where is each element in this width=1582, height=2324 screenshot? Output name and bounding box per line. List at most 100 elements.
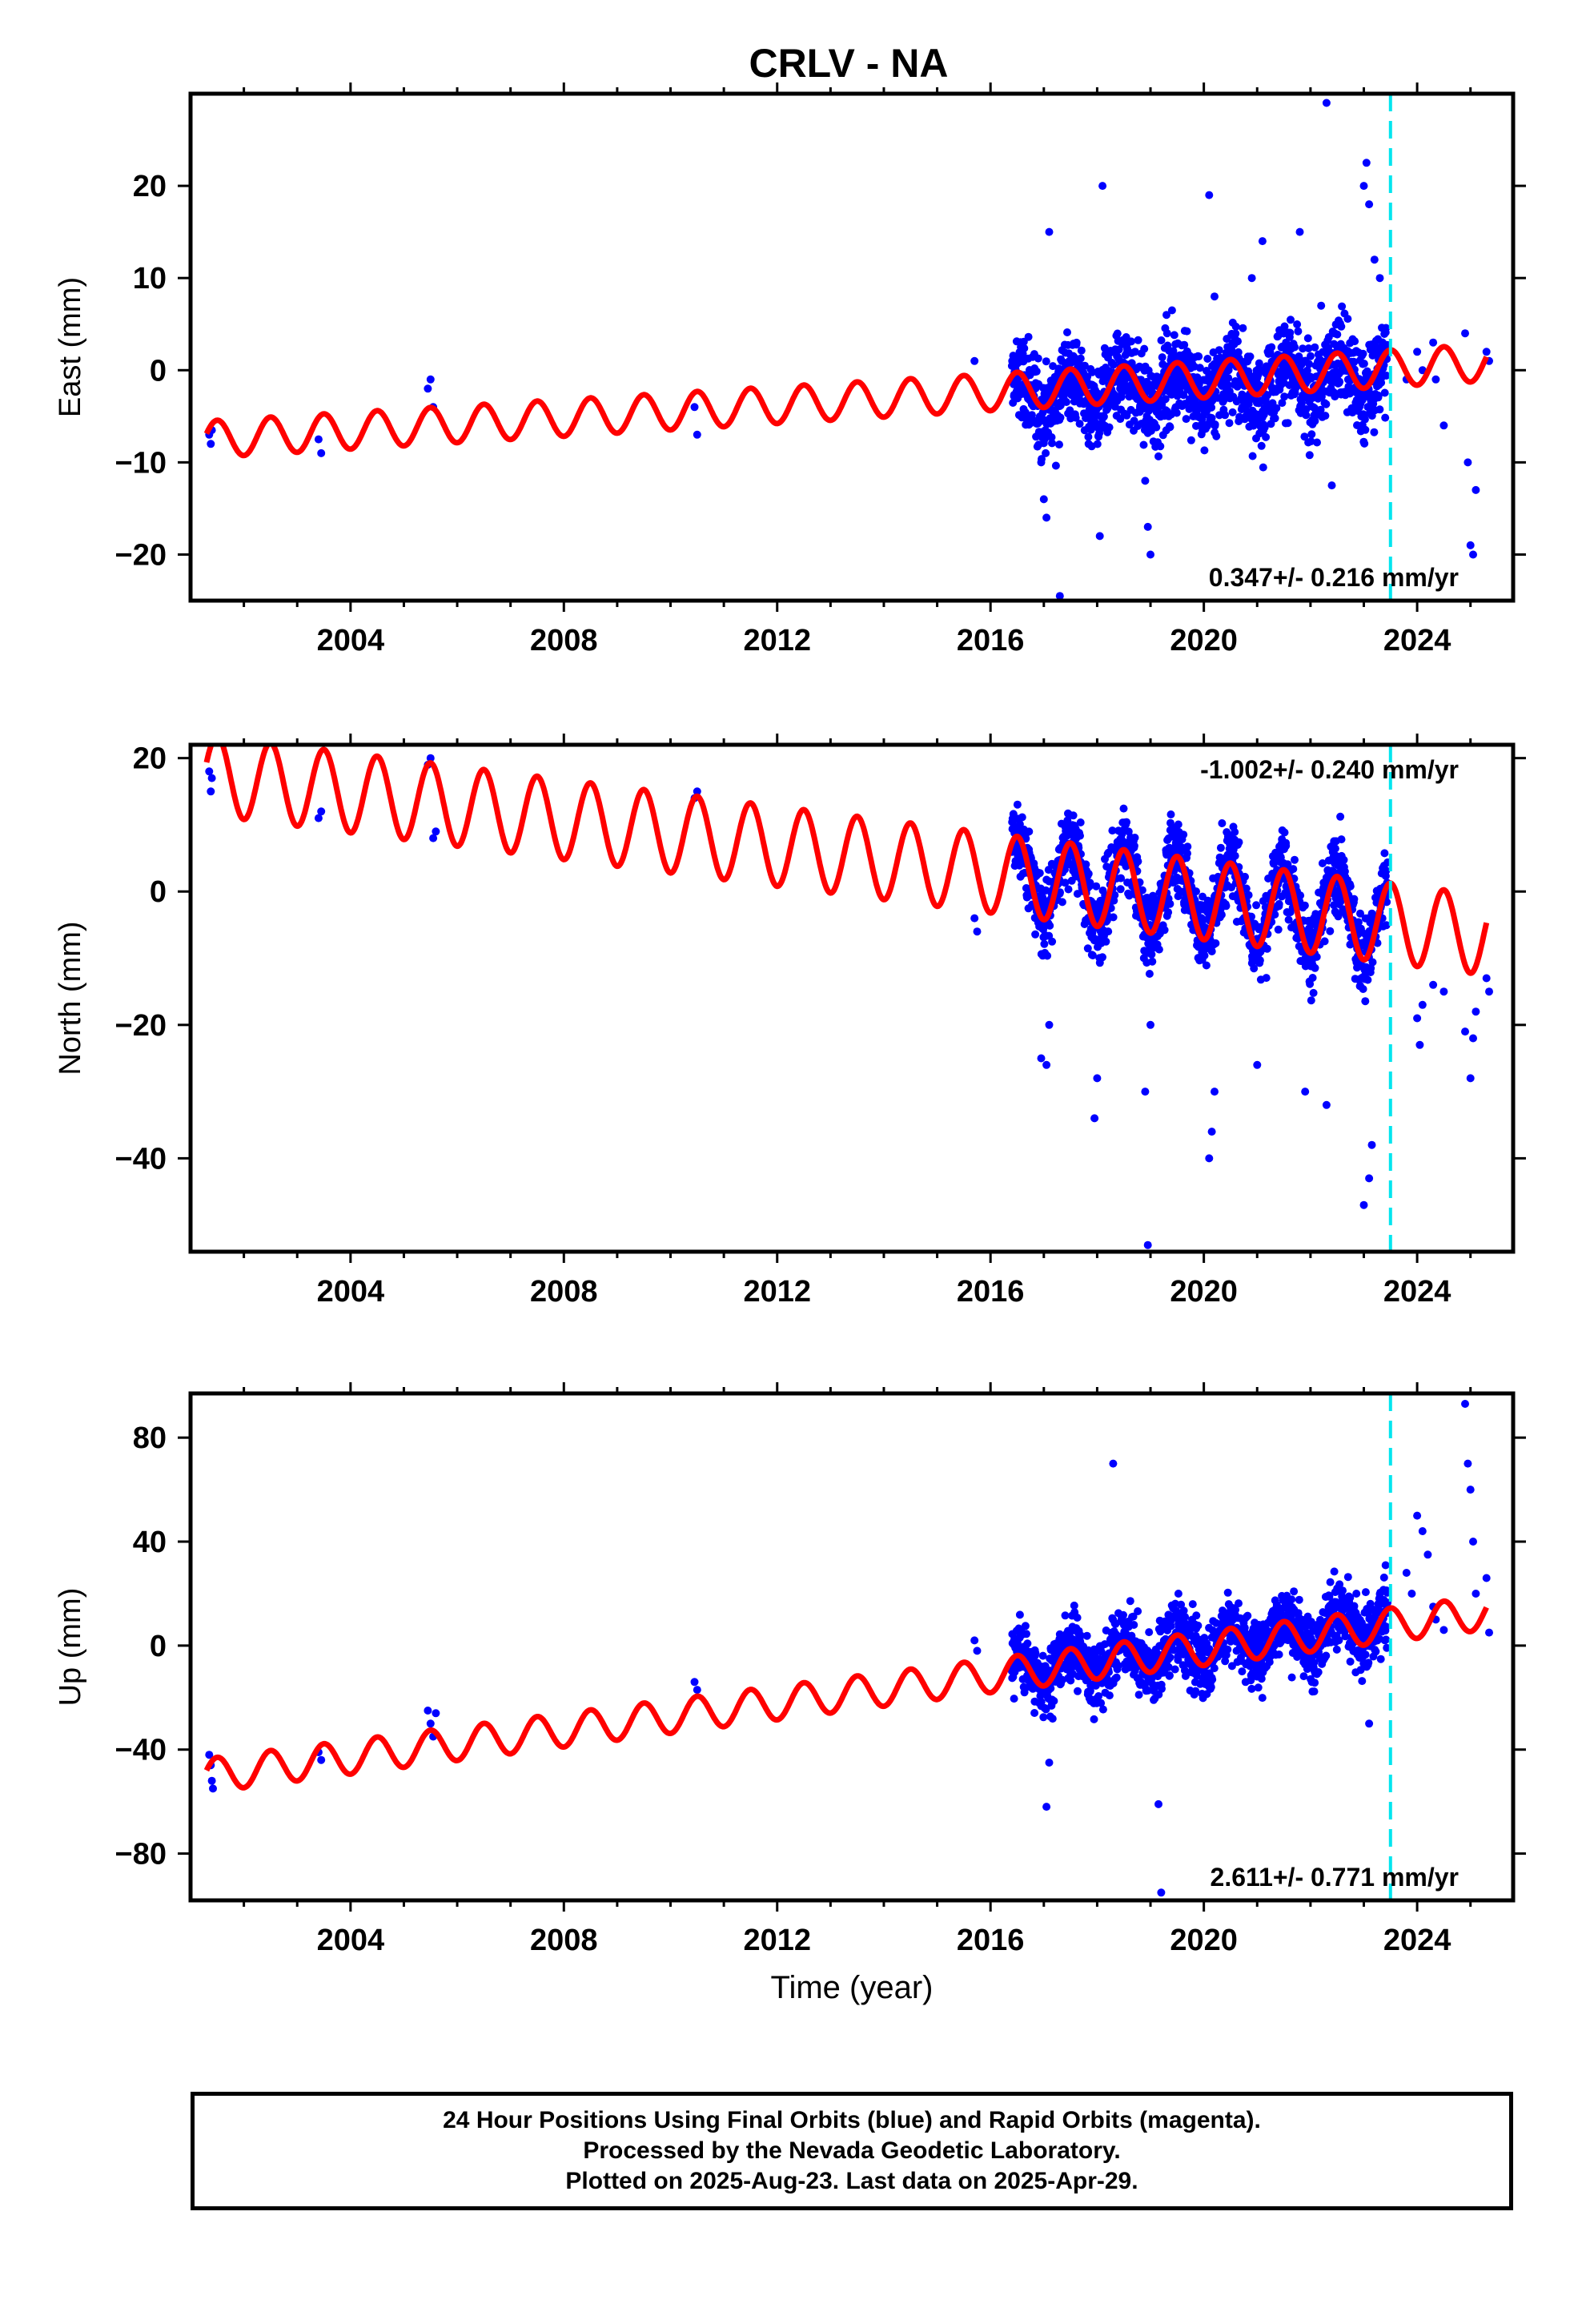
data-point [1158, 1684, 1166, 1693]
data-point [207, 787, 215, 796]
data-point [1461, 1400, 1469, 1408]
data-point [1074, 1687, 1082, 1695]
data-point [1221, 1657, 1230, 1666]
data-point [426, 1719, 435, 1728]
data-point [1346, 1657, 1355, 1666]
data-point [1461, 329, 1469, 338]
data-point [1113, 329, 1122, 338]
data-point [1362, 159, 1371, 167]
data-point [1307, 437, 1315, 446]
data-point [1346, 940, 1355, 949]
data-point [1286, 328, 1295, 337]
data-point [1082, 860, 1090, 869]
data-point [1382, 866, 1391, 875]
data-point [1252, 901, 1261, 910]
data-point [1469, 550, 1477, 559]
data-point [1037, 1054, 1046, 1063]
data-point [1280, 322, 1289, 331]
data-point [1145, 1628, 1154, 1637]
data-point [1312, 952, 1321, 961]
data-point [1181, 1613, 1190, 1621]
data-point [205, 1751, 214, 1759]
y-axis-label: East (mm) [54, 277, 87, 417]
data-point [1154, 945, 1163, 954]
data-point [1138, 886, 1146, 895]
data-point [1371, 1647, 1380, 1656]
data-point [1076, 831, 1084, 840]
data-point [1130, 1621, 1138, 1629]
data-point [1109, 360, 1118, 369]
data-point [1045, 1759, 1054, 1767]
data-point [1350, 358, 1359, 367]
data-point [1167, 306, 1176, 315]
data-point [1211, 939, 1220, 947]
data-point [424, 384, 432, 393]
data-point [1461, 1027, 1469, 1036]
data-point [1208, 1675, 1217, 1684]
model-curve [203, 344, 1489, 459]
data-point [1238, 1667, 1247, 1676]
data-point [973, 927, 982, 936]
data-point [1207, 1128, 1216, 1136]
data-point [1143, 522, 1152, 531]
data-point [1429, 980, 1438, 989]
data-point [1134, 857, 1142, 866]
data-point [1418, 1527, 1427, 1535]
data-point [1134, 336, 1142, 344]
data-point [1361, 997, 1370, 1006]
data-point [1375, 274, 1384, 283]
data-point [1325, 1592, 1334, 1601]
data-point [1413, 348, 1422, 356]
data-point [1382, 1622, 1391, 1631]
data-point [1110, 891, 1119, 899]
data-point [1303, 366, 1311, 375]
data-point [1127, 337, 1135, 346]
data-point [1224, 374, 1233, 382]
data-point [1056, 413, 1065, 422]
data-point [1161, 395, 1170, 404]
data-point [1376, 1655, 1385, 1663]
data-point [1337, 835, 1346, 844]
data-point [207, 1776, 216, 1785]
data-point [1472, 1007, 1480, 1016]
data-point [1374, 392, 1383, 400]
y-tick-label: −80 [115, 1838, 167, 1872]
data-point [1077, 346, 1086, 355]
data-point [1114, 1662, 1122, 1671]
data-point [1318, 859, 1327, 867]
data-point [1343, 1573, 1352, 1582]
data-point [1299, 1672, 1308, 1681]
data-point [1180, 340, 1189, 349]
panel-plot-area [203, 1393, 1493, 1900]
data-point [1195, 352, 1203, 361]
data-point [1295, 1595, 1303, 1604]
observed-points [205, 1400, 1493, 1897]
data-point [1275, 1651, 1283, 1659]
data-point [1225, 419, 1234, 428]
data-point [317, 807, 326, 816]
data-point [1262, 974, 1271, 983]
data-point [1283, 419, 1292, 428]
data-point [426, 375, 435, 384]
data-point [1015, 1610, 1024, 1619]
data-point [1179, 391, 1188, 400]
data-point [1247, 1684, 1256, 1693]
data-point [1170, 1665, 1179, 1674]
data-point [1472, 1590, 1480, 1598]
data-point [1331, 844, 1339, 853]
data-point [1321, 412, 1330, 420]
data-point [1356, 1666, 1365, 1675]
data-point [1350, 1602, 1359, 1610]
data-point [1192, 1611, 1201, 1620]
data-point [1439, 987, 1448, 996]
data-point [1327, 481, 1336, 490]
data-point [1166, 899, 1174, 908]
data-point [1097, 1699, 1106, 1707]
data-point [1365, 1719, 1374, 1728]
data-point [1382, 372, 1391, 380]
data-point [1146, 550, 1154, 559]
data-point [1166, 423, 1174, 432]
data-point [1182, 415, 1191, 424]
data-point [205, 767, 214, 776]
data-point [1048, 439, 1056, 448]
